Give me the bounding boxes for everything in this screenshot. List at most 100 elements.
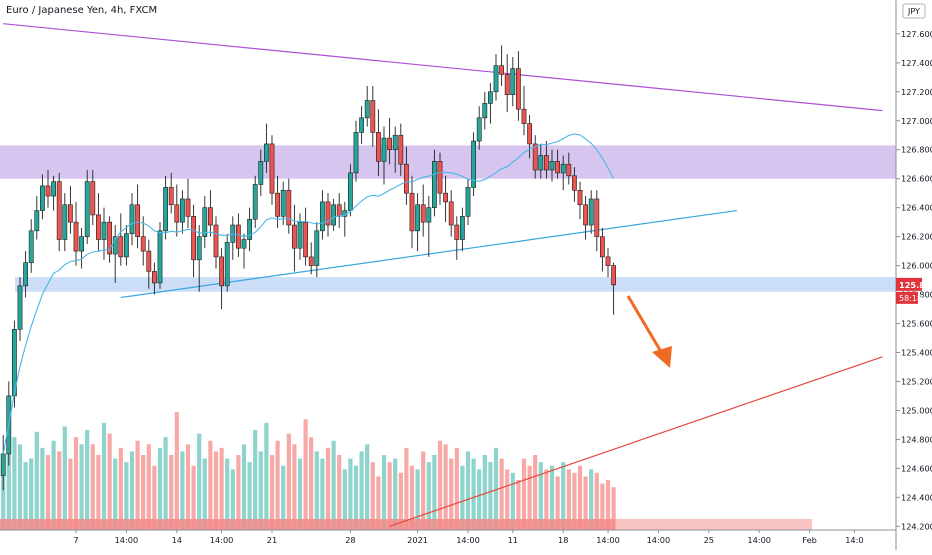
volume-bar (85, 430, 90, 530)
volume-bar (264, 422, 269, 530)
candle-up (510, 68, 516, 95)
candle-down (577, 189, 583, 206)
candle-down (219, 256, 224, 287)
candle-down (448, 201, 454, 226)
volume-ma-strip-ext (615, 519, 812, 530)
candle-down (107, 221, 112, 255)
projection-arrow-shaft (626, 295, 662, 351)
volume-bar (29, 458, 34, 530)
volume-bar (12, 437, 17, 530)
time-tick-label: 18 (558, 535, 568, 545)
volume-bar (398, 472, 403, 530)
volume-bar (96, 455, 101, 530)
volume-bar (415, 469, 420, 530)
volume-bar (376, 476, 381, 530)
candle-down (140, 236, 146, 252)
volume-bar (292, 444, 297, 530)
candle-up (392, 134, 398, 151)
candle-up (17, 285, 23, 330)
last-price-badge (896, 277, 922, 291)
countdown-label: 58:18 (899, 294, 922, 303)
candle-down (504, 74, 510, 95)
candle-down (543, 155, 549, 171)
candle-up (465, 187, 471, 217)
candle-up (347, 172, 353, 211)
time-tick-label: 14 (172, 535, 182, 545)
candle-down (571, 175, 577, 191)
candle-down (90, 181, 96, 216)
projection-arrow-head (652, 346, 672, 368)
volume-bar (527, 465, 532, 530)
price-tick-label: 124.800 (901, 434, 932, 444)
candle-up (101, 221, 107, 240)
time-tick-label: 14:00 (647, 535, 671, 545)
candle-up (252, 184, 258, 220)
volume-bar (381, 455, 387, 530)
volume-bar (129, 451, 135, 530)
candle-up (415, 204, 420, 232)
volume-bar (225, 458, 230, 530)
volume-bar (146, 444, 151, 530)
trendlines-layer (3, 23, 883, 527)
candle-down (566, 163, 572, 177)
volume-bar (185, 444, 191, 530)
volume-layer (0, 412, 812, 530)
volume-bar (493, 447, 499, 530)
candle-down (521, 108, 527, 124)
candle-down (583, 204, 588, 226)
price-tick-label: 126.000 (901, 261, 932, 271)
candle-down (336, 204, 342, 217)
volume-bar (566, 469, 571, 530)
volume-bar (544, 469, 549, 530)
volume-bar (40, 447, 45, 530)
candle-down (135, 204, 140, 237)
volume-bar (163, 437, 168, 530)
candle-down (96, 214, 101, 240)
volume-bar (370, 462, 375, 530)
candle-up (297, 221, 303, 249)
time-tick-label: 14:00 (596, 535, 620, 545)
volume-bar (482, 455, 487, 530)
volume-bar (23, 462, 28, 530)
candle-down (370, 100, 376, 133)
volume-bar (124, 462, 129, 530)
candle-down (499, 65, 504, 75)
candle-down (454, 224, 460, 240)
candle-up (280, 189, 286, 217)
candle-down (236, 224, 241, 249)
volume-bar (533, 455, 538, 530)
volume-bar (297, 458, 303, 530)
volume-bar (342, 469, 347, 530)
price-tick-label: 127.200 (901, 87, 932, 97)
volume-bar (454, 447, 459, 530)
volume-bar (275, 440, 280, 530)
candles-layer (0, 45, 616, 491)
volume-bar (577, 465, 583, 530)
candle-up (84, 181, 90, 237)
time-tick-label: 25 (704, 535, 714, 545)
volume-bar (241, 444, 247, 530)
volume-bar (281, 465, 286, 530)
volume-bar (611, 487, 616, 530)
candle-down (611, 265, 616, 286)
candle-up (319, 201, 325, 232)
candle-up (157, 230, 163, 284)
candle-down (387, 137, 392, 151)
price-tick-label: 125.600 (901, 319, 932, 329)
volume-bar (555, 476, 560, 530)
candle-down (286, 189, 292, 226)
candle-down (152, 271, 157, 284)
last-price-label: 125.867 (899, 280, 932, 290)
volume-bar (477, 469, 482, 530)
volume-bar (197, 433, 202, 530)
volume-bar (443, 444, 448, 530)
chart-title: Euro / Japanese Yen, 4h, FXCM (6, 5, 158, 16)
volume-bar (589, 469, 594, 530)
candle-down (291, 224, 297, 249)
volume-bar (45, 455, 51, 530)
volume-bar (337, 455, 342, 530)
volume-bar (572, 472, 577, 530)
candle-down (68, 204, 73, 223)
